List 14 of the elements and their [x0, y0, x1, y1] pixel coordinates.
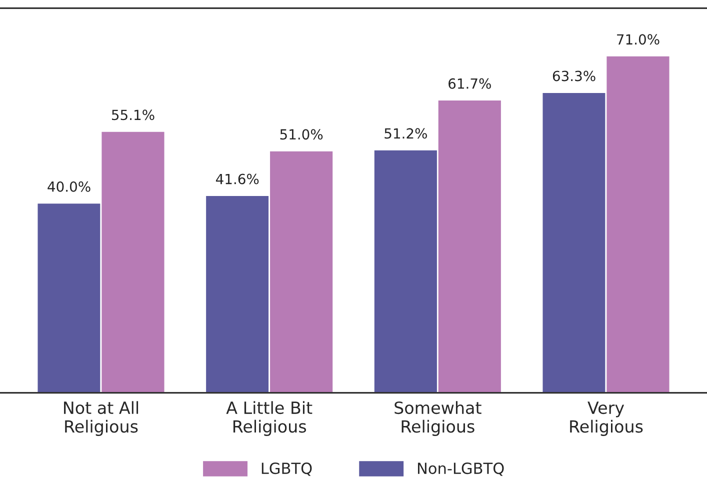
data-label: 61.7% — [448, 78, 491, 89]
x-tick-label: Not at All Religious — [64, 401, 138, 436]
x-tick-label: Somewhat Religious — [394, 401, 482, 436]
data-label: 40.0% — [48, 181, 90, 192]
legend-label: Non-LGBTQ — [418, 462, 504, 476]
data-label: 51.2% — [384, 128, 427, 139]
x-tick-label: A Little Bit Religious — [226, 401, 312, 436]
data-label: 63.3% — [552, 70, 596, 82]
data-label: 51.0% — [280, 129, 323, 140]
x-tick-label: Very Religious — [570, 402, 643, 436]
legend-label: LGBTQ — [262, 462, 312, 476]
data-label: 55.1% — [112, 110, 154, 120]
data-label: 41.6% — [216, 174, 259, 184]
data-label: 71.0% — [617, 34, 660, 45]
